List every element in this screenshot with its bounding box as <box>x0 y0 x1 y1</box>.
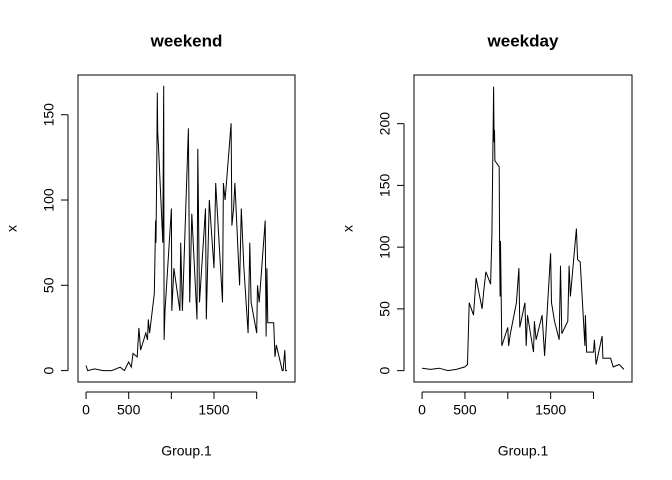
plot-box <box>77 74 296 383</box>
y-axis-label: x <box>4 225 20 232</box>
x-tick-label: 500 <box>453 402 477 418</box>
x-axis-label: Group.1 <box>161 443 212 459</box>
y-tick-label: 0 <box>377 367 393 375</box>
y-tick-label: 50 <box>377 301 393 317</box>
chart-title: weekend <box>150 31 223 50</box>
x-tick-label: 0 <box>418 402 426 418</box>
y-tick-label: 200 <box>377 112 393 136</box>
data-line <box>422 86 625 372</box>
y-tick-label: 100 <box>41 188 57 212</box>
y-tick-label: 150 <box>41 103 57 127</box>
y-tick-label: 100 <box>377 235 393 259</box>
x-tick-label: 0 <box>82 402 90 418</box>
x-tick-label: 500 <box>117 402 141 418</box>
x-tick-label: 1500 <box>535 402 566 418</box>
y-tick-label: 150 <box>377 174 393 198</box>
x-axis-label: Group.1 <box>498 443 549 459</box>
y-tick-label: 50 <box>41 277 57 293</box>
data-line <box>85 85 287 372</box>
y-tick-label: 0 <box>41 366 57 374</box>
x-tick-label: 1500 <box>198 402 229 418</box>
chart-title: weekday <box>487 31 559 50</box>
plot-box <box>413 74 633 383</box>
y-axis-label: x <box>340 225 356 232</box>
